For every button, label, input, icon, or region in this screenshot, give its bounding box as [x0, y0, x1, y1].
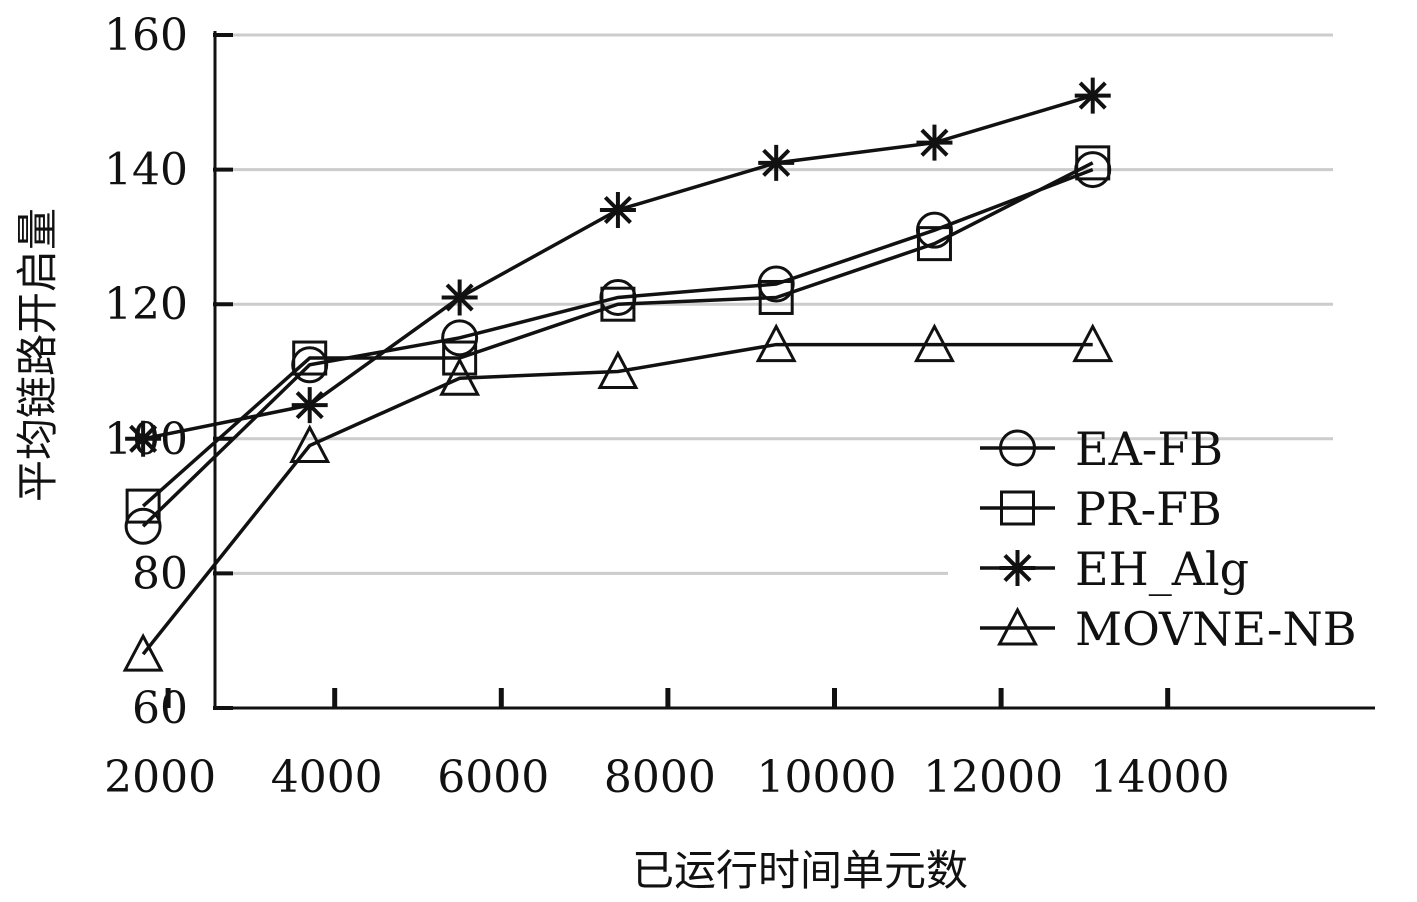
- series-line: [141, 342, 1093, 656]
- series-line: [141, 161, 1094, 508]
- series-EH_Alg: [125, 77, 1111, 457]
- y-tick-label: 60: [132, 683, 188, 734]
- legend-item: EA-FB: [980, 422, 1223, 476]
- data-point-square: [1075, 145, 1111, 181]
- legend-label: EA-FB: [1075, 422, 1223, 476]
- data-point-star: [291, 387, 328, 424]
- data-point-star: [441, 279, 478, 316]
- data-point-square: [916, 226, 952, 262]
- y-tick-label: 120: [104, 279, 188, 330]
- data-point-star: [599, 191, 636, 228]
- x-tick-label: 10000: [757, 752, 897, 803]
- data-point-triangle: [755, 323, 797, 363]
- legend-marker-triangle: [997, 606, 1038, 646]
- y-axis-title: 平均链路开启量: [13, 208, 62, 502]
- data-point-star: [1074, 77, 1111, 114]
- y-tick-label: 80: [132, 548, 188, 599]
- data-point-star: [916, 124, 953, 161]
- legend-marker-square: [1000, 490, 1035, 526]
- legend-label: EH_Alg: [1075, 542, 1249, 596]
- legend-label: MOVNE-NB: [1075, 602, 1357, 656]
- y-tick-label: 140: [104, 145, 188, 196]
- data-point-triangle: [122, 632, 164, 672]
- series-PR-FB: [125, 145, 1111, 524]
- data-point-square: [292, 340, 328, 376]
- x-tick-label: 14000: [1090, 752, 1230, 803]
- x-tick-label: 12000: [923, 752, 1063, 803]
- legend-item: MOVNE-NB: [980, 602, 1357, 656]
- data-point-circle: [124, 507, 162, 545]
- series-line: [141, 167, 1094, 528]
- x-tick-label: 4000: [271, 752, 383, 803]
- legend-item: PR-FB: [980, 482, 1222, 536]
- legend-marker-star: [999, 550, 1036, 586]
- x-axis-title: 已运行时间单元数: [632, 846, 968, 895]
- data-point-triangle: [1072, 323, 1114, 363]
- x-tick-label: 8000: [604, 752, 716, 803]
- legend-marker-circle: [999, 429, 1036, 467]
- series-MOVNE-NB: [122, 323, 1114, 672]
- data-point-triangle: [439, 357, 481, 396]
- y-tick-label: 160: [104, 10, 188, 61]
- legend-label: PR-FB: [1075, 482, 1222, 536]
- data-point-star: [758, 144, 795, 181]
- data-point-star: [125, 420, 162, 457]
- series-group: [122, 77, 1114, 672]
- x-tick-label: 6000: [437, 752, 549, 803]
- data-point-circle: [441, 319, 479, 357]
- data-point-triangle: [913, 323, 955, 363]
- grid: [215, 33, 1333, 575]
- axes: [213, 31, 1375, 710]
- data-point-triangle: [597, 350, 639, 389]
- legend: EA-FB PR-FB EH_Alg MOVNE-NB: [980, 422, 1357, 656]
- x-tick-label: 2000: [104, 752, 216, 803]
- data-point-triangle: [289, 424, 331, 464]
- data-point-square: [758, 279, 794, 315]
- data-point-square: [442, 340, 478, 376]
- data-point-square: [125, 488, 161, 524]
- legend-item: EH_Alg: [980, 542, 1249, 596]
- data-point-square: [600, 286, 636, 322]
